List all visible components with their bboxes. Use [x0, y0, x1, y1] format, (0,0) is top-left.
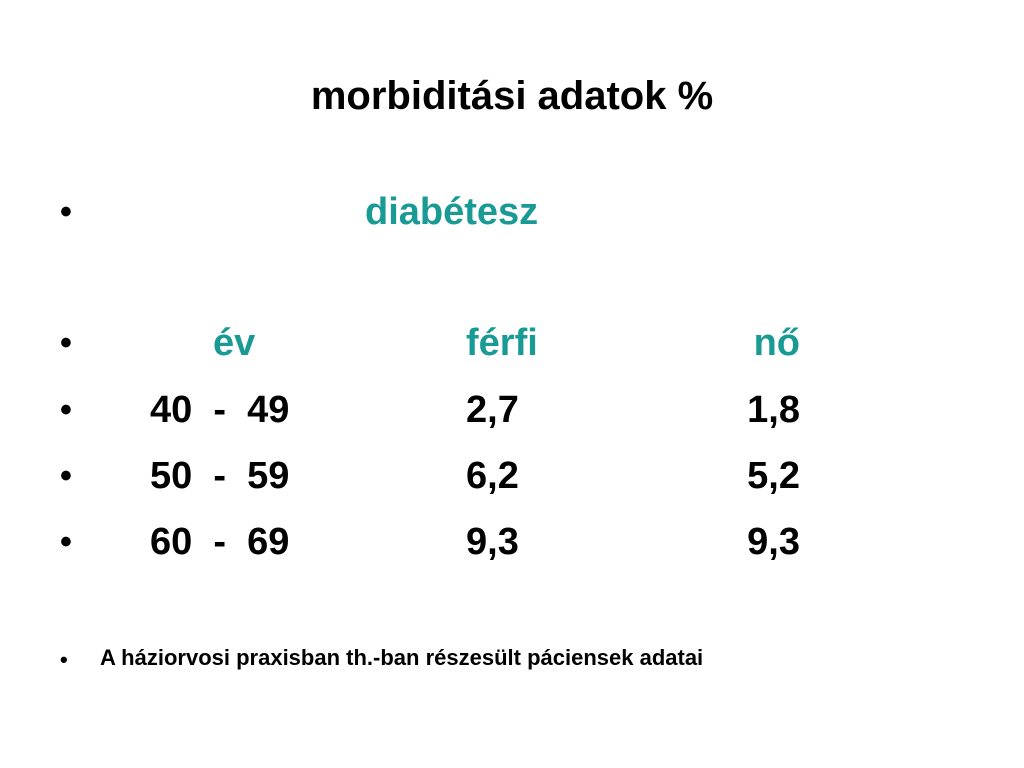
male-value: 6,2	[466, 455, 519, 497]
bullet-marker: •	[60, 193, 72, 231]
header-male: férfi	[466, 322, 538, 364]
male-value: 9,3	[466, 521, 519, 563]
source-note: A háziorvosi praxisban th.-ban részesült…	[100, 645, 704, 670]
header-year: év	[213, 322, 256, 364]
female-value: 9,3	[747, 521, 800, 563]
age-range: 60 - 69	[150, 521, 290, 563]
female-value: 1,8	[747, 389, 800, 431]
female-value: 5,2	[747, 455, 800, 497]
bullet-marker: •	[60, 647, 68, 672]
bullet-marker: •	[60, 324, 72, 362]
bullet-marker: •	[60, 391, 72, 429]
bullet-marker: •	[60, 457, 72, 495]
male-value: 2,7	[466, 389, 519, 431]
age-range: 50 - 59	[150, 455, 290, 497]
bullet-marker: •	[60, 523, 72, 561]
age-range: 40 - 49	[150, 389, 290, 431]
header-female: nő	[753, 322, 800, 364]
category-label: diabétesz	[365, 191, 539, 233]
slide-title: morbiditási adatok %	[310, 74, 714, 118]
